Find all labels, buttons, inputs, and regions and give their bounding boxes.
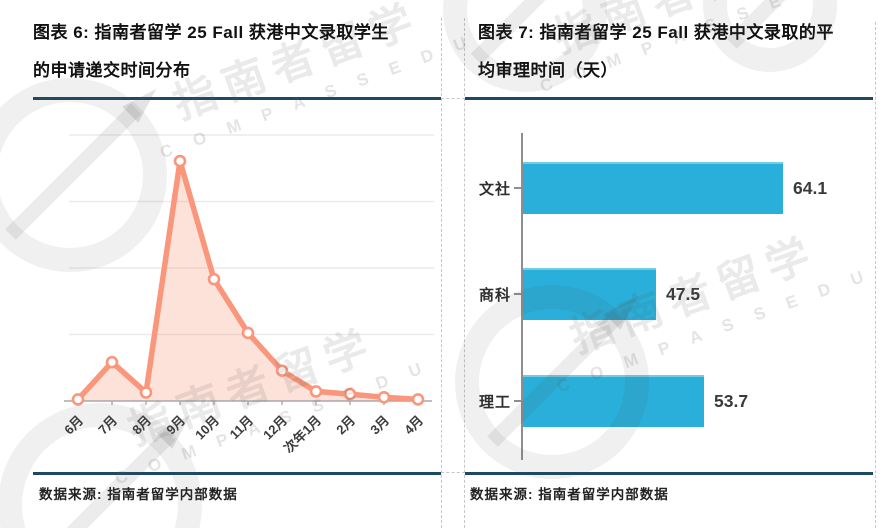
bar-理工 [523, 375, 704, 427]
bar-row: 商科 47.5 [465, 268, 885, 320]
x-tick-label: 2月 [333, 413, 358, 438]
data-point-marker [105, 355, 119, 369]
x-tick-label: 次年1月 [281, 413, 324, 456]
bar-category-label: 商科 [478, 286, 511, 304]
data-point-marker [241, 326, 255, 340]
x-tick-label: 10月 [192, 413, 222, 443]
right-chart-title-line1: 图表 7: 指南者留学 25 Fall 获港中文录取的平 [478, 23, 834, 42]
x-tick-label: 11月 [227, 413, 257, 443]
left-chart-title-line2: 的申请递交时间分布 [33, 61, 191, 80]
x-tick-label: 8月 [129, 413, 154, 438]
x-tick-label: 4月 [401, 413, 426, 438]
data-point-marker [343, 387, 357, 401]
data-point-marker [411, 393, 425, 406]
data-point-marker [275, 364, 289, 377]
cell-border-h1 [441, 98, 465, 99]
right-source-text: 数据来源: 指南者留学内部数据 [470, 487, 669, 502]
bar-category-label: 理工 [478, 393, 511, 411]
right-source-rule [465, 472, 873, 475]
cell-border-middle [464, 18, 465, 528]
data-point-marker [377, 390, 391, 404]
cell-border-right [875, 22, 876, 528]
bar-文社 [523, 162, 783, 214]
x-tick-label: 6月 [61, 413, 86, 438]
bar-chart-y-axis [521, 133, 523, 460]
cell-border-left [441, 18, 442, 528]
processing-time-bar-chart: 文社 64.1 商科 47.5 理工 53.7 [465, 120, 885, 465]
left-chart-title-line1: 图表 6: 指南者留学 25 Fall 获港中文录取学生 [33, 23, 389, 42]
bar-axis-tick [514, 400, 521, 402]
bar-value-label: 64.1 [793, 177, 828, 198]
right-title-rule [465, 97, 873, 100]
x-tick-label: 7月 [95, 413, 120, 438]
bar-value-label: 47.5 [666, 283, 701, 304]
data-point-marker [71, 393, 85, 406]
data-point-marker [309, 385, 323, 398]
bar-axis-tick [514, 293, 521, 295]
x-tick-label: 12月 [260, 413, 290, 443]
bar-商科 [523, 268, 656, 320]
left-source-rule [33, 472, 441, 475]
data-point-marker [139, 386, 153, 399]
left-source-text: 数据来源: 指南者留学内部数据 [39, 487, 238, 502]
data-point-marker [173, 154, 187, 168]
right-chart-title-line2: 均审理时间（天） [478, 61, 618, 80]
x-tick-label: 9月 [163, 413, 188, 438]
bar-row: 理工 53.7 [465, 375, 885, 427]
left-title-rule [33, 97, 441, 100]
bar-axis-tick [514, 187, 521, 189]
bar-category-label: 文社 [478, 180, 511, 198]
area-fill [78, 161, 418, 401]
data-point-marker [207, 272, 221, 286]
x-tick-label: 3月 [367, 413, 392, 438]
bar-value-label: 53.7 [714, 390, 749, 411]
cell-border-h2 [441, 472, 465, 473]
bar-row: 文社 64.1 [465, 162, 885, 214]
